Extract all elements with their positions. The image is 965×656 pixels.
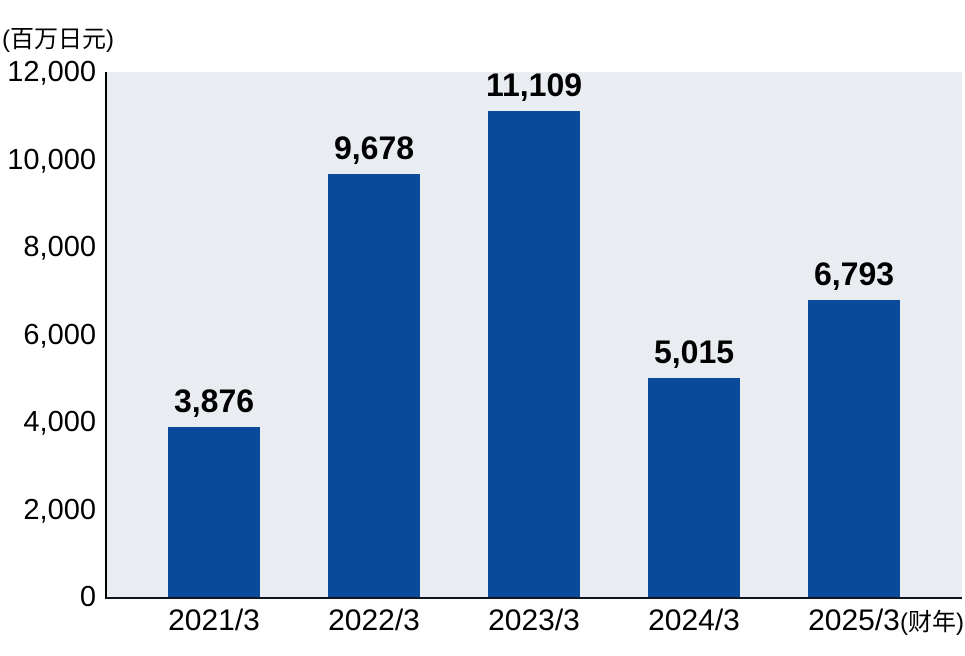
plot-area — [105, 72, 962, 599]
x-tick-label: 2025/3 — [808, 604, 900, 637]
bar — [168, 427, 260, 597]
x-tick-label: 2023/3 — [488, 604, 580, 637]
x-tick-label: 2024/3 — [648, 604, 740, 637]
bar-value-label: 5,015 — [653, 334, 735, 370]
x-axis-unit-label: (财年) — [900, 609, 964, 636]
y-tick-label: 12,000 — [7, 56, 96, 88]
y-tick-label: 4,000 — [23, 406, 96, 438]
bar-value-label: 11,109 — [485, 67, 583, 103]
y-tick-label: 10,000 — [7, 143, 96, 176]
y-tick-label: 8,000 — [23, 231, 96, 263]
bar-value-label: 6,793 — [813, 256, 895, 292]
x-tick-label: 2022/3 — [328, 604, 420, 637]
bar — [488, 111, 580, 597]
y-tick-label: 6,000 — [23, 318, 96, 351]
x-tick-label: 2021/3 — [168, 604, 260, 637]
bar — [648, 378, 740, 597]
y-tick-label: 0 — [79, 581, 96, 613]
bar — [328, 174, 420, 597]
bar — [808, 300, 900, 597]
bar-value-label: 9,678 — [333, 130, 415, 166]
bar-value-label: 3,876 — [173, 383, 255, 419]
y-tick-label: 2,000 — [23, 493, 96, 526]
y-axis-unit-label: (百万日元) — [2, 26, 114, 53]
